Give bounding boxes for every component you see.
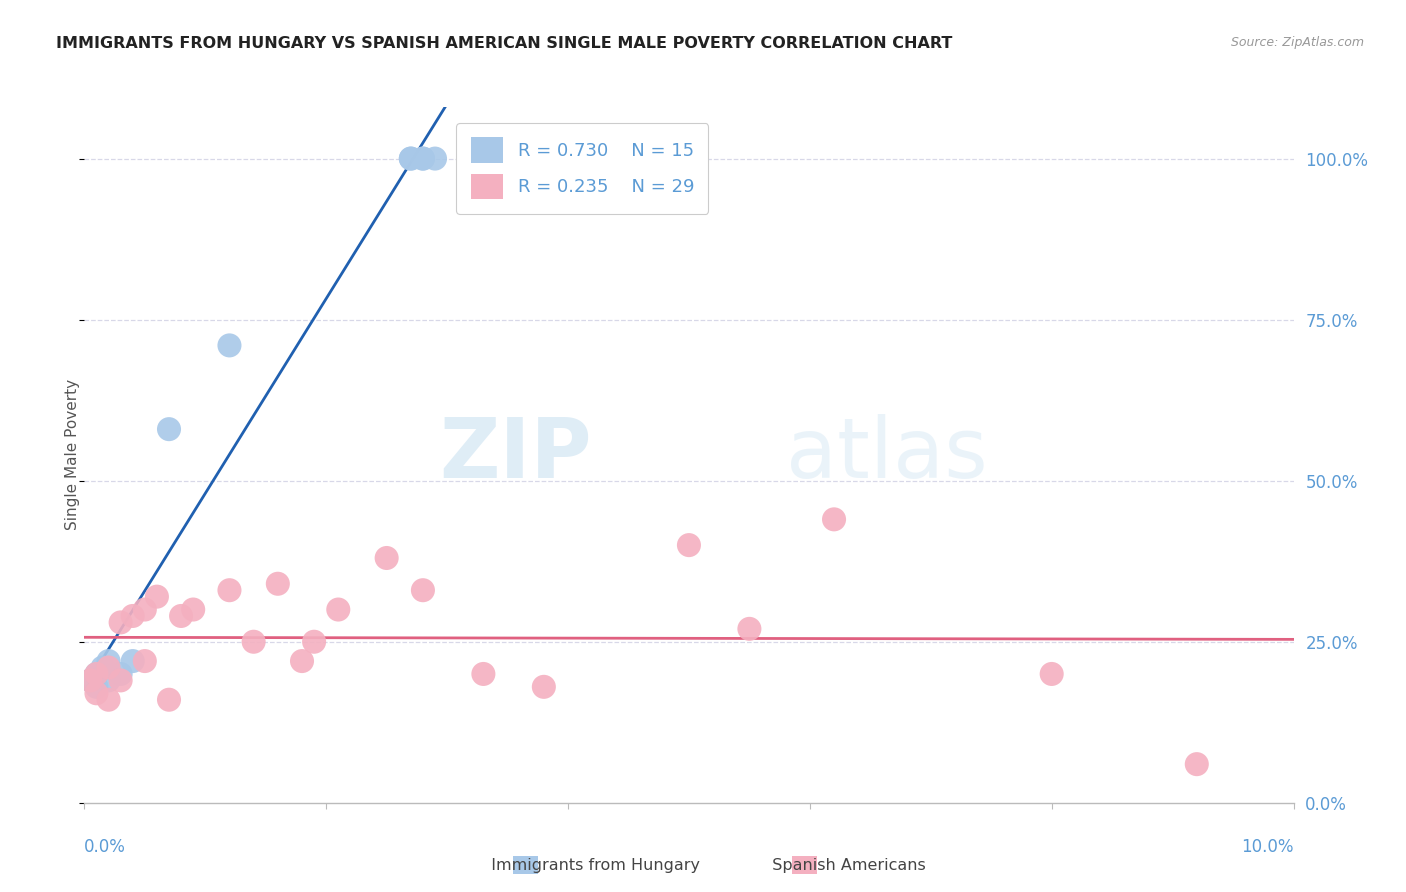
Point — [328, 602, 350, 616]
Point — [678, 538, 700, 552]
Text: IMMIGRANTS FROM HUNGARY VS SPANISH AMERICAN SINGLE MALE POVERTY CORRELATION CHAR: IMMIGRANTS FROM HUNGARY VS SPANISH AMERI… — [56, 36, 953, 51]
Point — [738, 622, 761, 636]
Text: Source: ZipAtlas.com: Source: ZipAtlas.com — [1230, 36, 1364, 49]
Legend: R = 0.730    N = 15, R = 0.235    N = 29: R = 0.730 N = 15, R = 0.235 N = 29 — [456, 123, 709, 214]
Point — [412, 583, 434, 598]
Point — [423, 152, 446, 166]
Point — [375, 551, 398, 566]
Point — [218, 338, 240, 352]
Point — [86, 686, 108, 700]
Point — [218, 583, 240, 598]
Point — [110, 615, 132, 630]
Point — [146, 590, 169, 604]
Point — [1040, 667, 1063, 681]
Point — [302, 634, 325, 648]
Point — [157, 422, 180, 436]
Point — [110, 673, 132, 688]
Point — [823, 512, 845, 526]
Point — [291, 654, 314, 668]
Point — [412, 152, 434, 166]
Point — [91, 660, 114, 674]
Text: 10.0%: 10.0% — [1241, 838, 1294, 856]
Point — [242, 634, 264, 648]
Point — [97, 673, 120, 688]
Point — [399, 152, 422, 166]
Point — [79, 673, 101, 688]
Point — [86, 680, 108, 694]
Y-axis label: Single Male Poverty: Single Male Poverty — [65, 379, 80, 531]
Text: 0.0%: 0.0% — [84, 838, 127, 856]
Point — [86, 667, 108, 681]
Point — [86, 667, 108, 681]
Point — [97, 654, 120, 668]
Point — [399, 152, 422, 166]
Point — [472, 667, 495, 681]
Point — [170, 609, 193, 624]
Point — [412, 152, 434, 166]
Point — [121, 654, 143, 668]
Point — [97, 660, 120, 674]
Point — [134, 602, 156, 616]
Point — [134, 654, 156, 668]
Text: ZIP: ZIP — [440, 415, 592, 495]
Text: Spanish Americans: Spanish Americans — [762, 858, 925, 872]
Point — [79, 673, 101, 688]
Point — [533, 680, 555, 694]
Point — [1185, 757, 1208, 772]
Point — [121, 609, 143, 624]
Point — [110, 667, 132, 681]
Text: atlas: atlas — [786, 415, 987, 495]
Point — [267, 576, 290, 591]
Point — [157, 692, 180, 706]
Text: Immigrants from Hungary: Immigrants from Hungary — [481, 858, 700, 872]
Point — [181, 602, 204, 616]
Point — [97, 692, 120, 706]
